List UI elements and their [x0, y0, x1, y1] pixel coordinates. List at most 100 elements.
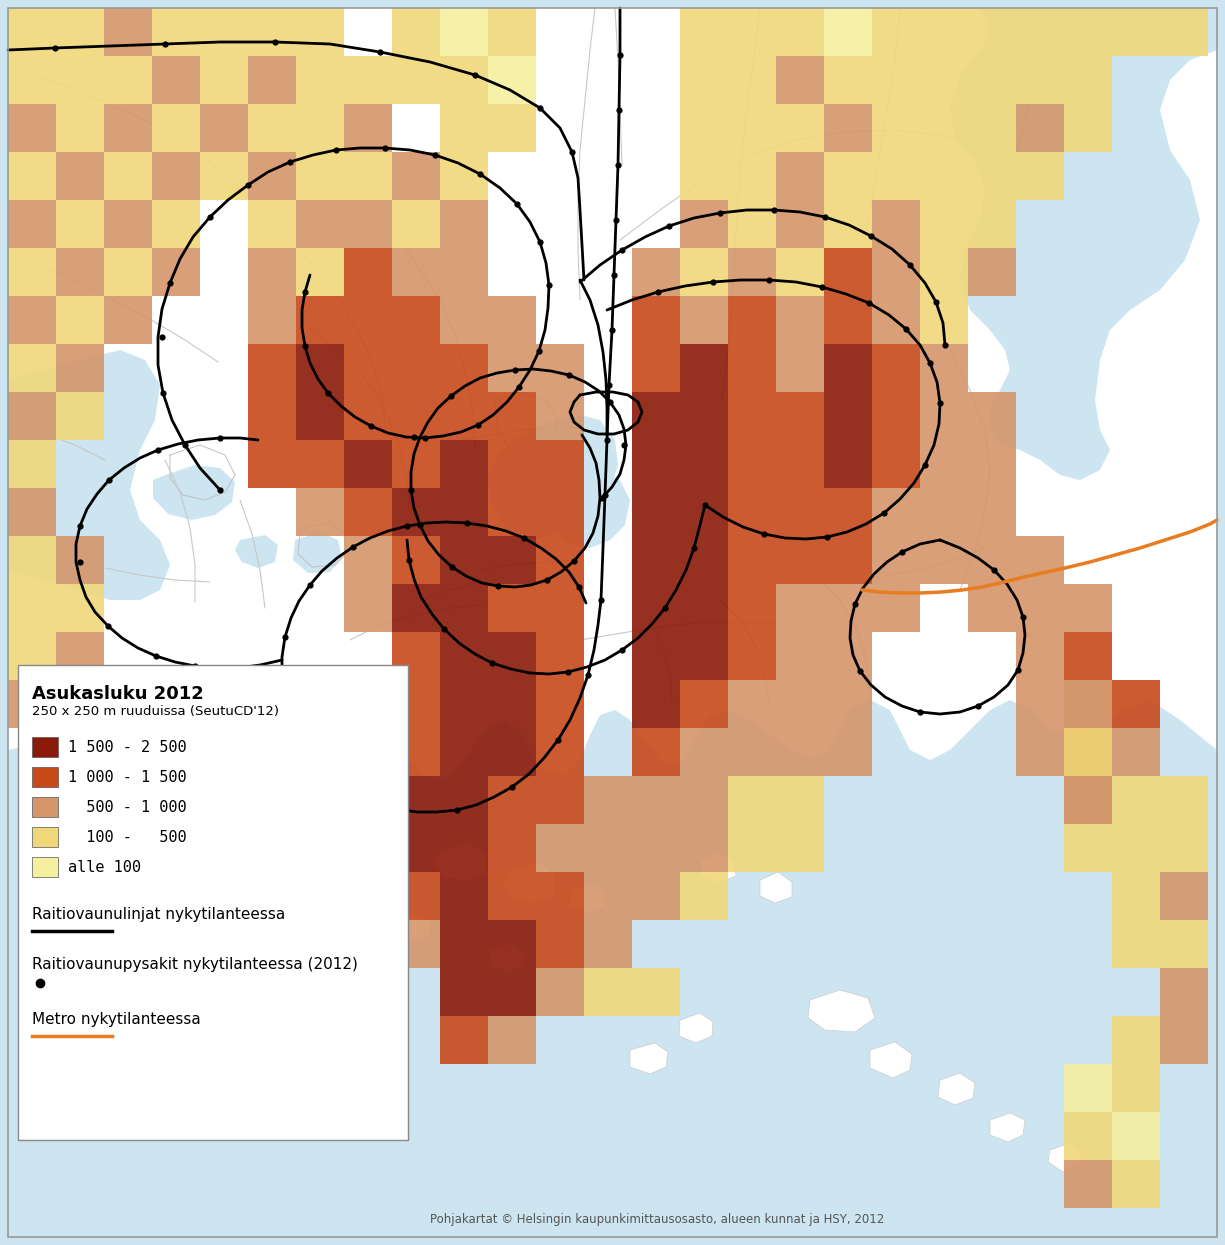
- Bar: [775, 344, 824, 392]
- Bar: [296, 152, 344, 200]
- Bar: [488, 920, 537, 969]
- Bar: [56, 56, 104, 105]
- Bar: [775, 728, 824, 776]
- Bar: [824, 488, 872, 537]
- Bar: [537, 824, 584, 872]
- Bar: [247, 152, 296, 200]
- Bar: [968, 152, 1016, 200]
- Bar: [344, 824, 392, 872]
- Bar: [247, 344, 296, 392]
- Text: Asukasluku 2012: Asukasluku 2012: [32, 685, 203, 703]
- Bar: [392, 439, 440, 488]
- Bar: [488, 439, 537, 488]
- Polygon shape: [488, 415, 617, 540]
- Polygon shape: [490, 942, 526, 974]
- Bar: [1065, 680, 1112, 728]
- Bar: [775, 7, 824, 56]
- Bar: [488, 824, 537, 872]
- Bar: [440, 296, 488, 344]
- Bar: [728, 776, 775, 824]
- Bar: [968, 248, 1016, 296]
- Bar: [344, 439, 392, 488]
- Bar: [9, 296, 56, 344]
- Bar: [392, 537, 440, 584]
- Polygon shape: [401, 913, 432, 942]
- Bar: [872, 392, 920, 439]
- Bar: [104, 248, 152, 296]
- Bar: [296, 488, 344, 537]
- Bar: [680, 392, 728, 439]
- Bar: [920, 7, 968, 56]
- Bar: [775, 152, 824, 200]
- Bar: [920, 248, 968, 296]
- Bar: [247, 105, 296, 152]
- Bar: [1160, 872, 1208, 920]
- Bar: [440, 439, 488, 488]
- Bar: [632, 632, 680, 680]
- Bar: [920, 56, 968, 105]
- Bar: [296, 392, 344, 439]
- Bar: [9, 488, 56, 537]
- Bar: [537, 969, 584, 1016]
- Bar: [488, 584, 537, 632]
- Bar: [440, 1016, 488, 1064]
- Bar: [18, 665, 408, 1140]
- Bar: [728, 537, 775, 584]
- Bar: [872, 344, 920, 392]
- Polygon shape: [235, 535, 278, 568]
- Bar: [488, 1016, 537, 1064]
- Bar: [1016, 632, 1065, 680]
- Bar: [680, 728, 728, 776]
- Bar: [344, 680, 392, 728]
- Bar: [537, 392, 584, 439]
- Bar: [632, 728, 680, 776]
- Bar: [824, 56, 872, 105]
- Bar: [1160, 969, 1208, 1016]
- Bar: [920, 439, 968, 488]
- Bar: [152, 152, 200, 200]
- Bar: [104, 200, 152, 248]
- Bar: [296, 439, 344, 488]
- Bar: [775, 824, 824, 872]
- Bar: [537, 680, 584, 728]
- Bar: [392, 776, 440, 824]
- Bar: [632, 776, 680, 824]
- Bar: [56, 632, 104, 680]
- Polygon shape: [9, 350, 170, 600]
- Bar: [200, 56, 247, 105]
- Bar: [537, 488, 584, 537]
- Bar: [56, 392, 104, 439]
- Bar: [9, 105, 56, 152]
- Bar: [1065, 728, 1112, 776]
- Bar: [392, 392, 440, 439]
- Bar: [920, 488, 968, 537]
- Bar: [440, 152, 488, 200]
- Bar: [632, 584, 680, 632]
- Bar: [104, 296, 152, 344]
- Bar: [392, 680, 440, 728]
- Bar: [824, 584, 872, 632]
- Bar: [872, 56, 920, 105]
- Polygon shape: [938, 1073, 975, 1106]
- Bar: [728, 56, 775, 105]
- Bar: [824, 392, 872, 439]
- Bar: [247, 7, 296, 56]
- Bar: [247, 56, 296, 105]
- Bar: [344, 344, 392, 392]
- Bar: [824, 680, 872, 728]
- Bar: [56, 537, 104, 584]
- Bar: [728, 392, 775, 439]
- Bar: [537, 728, 584, 776]
- Bar: [775, 296, 824, 344]
- Bar: [392, 200, 440, 248]
- Bar: [872, 248, 920, 296]
- Bar: [440, 537, 488, 584]
- Bar: [537, 537, 584, 584]
- Bar: [1065, 632, 1112, 680]
- Bar: [1016, 7, 1065, 56]
- Polygon shape: [760, 872, 793, 903]
- Bar: [296, 56, 344, 105]
- Bar: [1112, 1112, 1160, 1160]
- Bar: [632, 296, 680, 344]
- Bar: [920, 200, 968, 248]
